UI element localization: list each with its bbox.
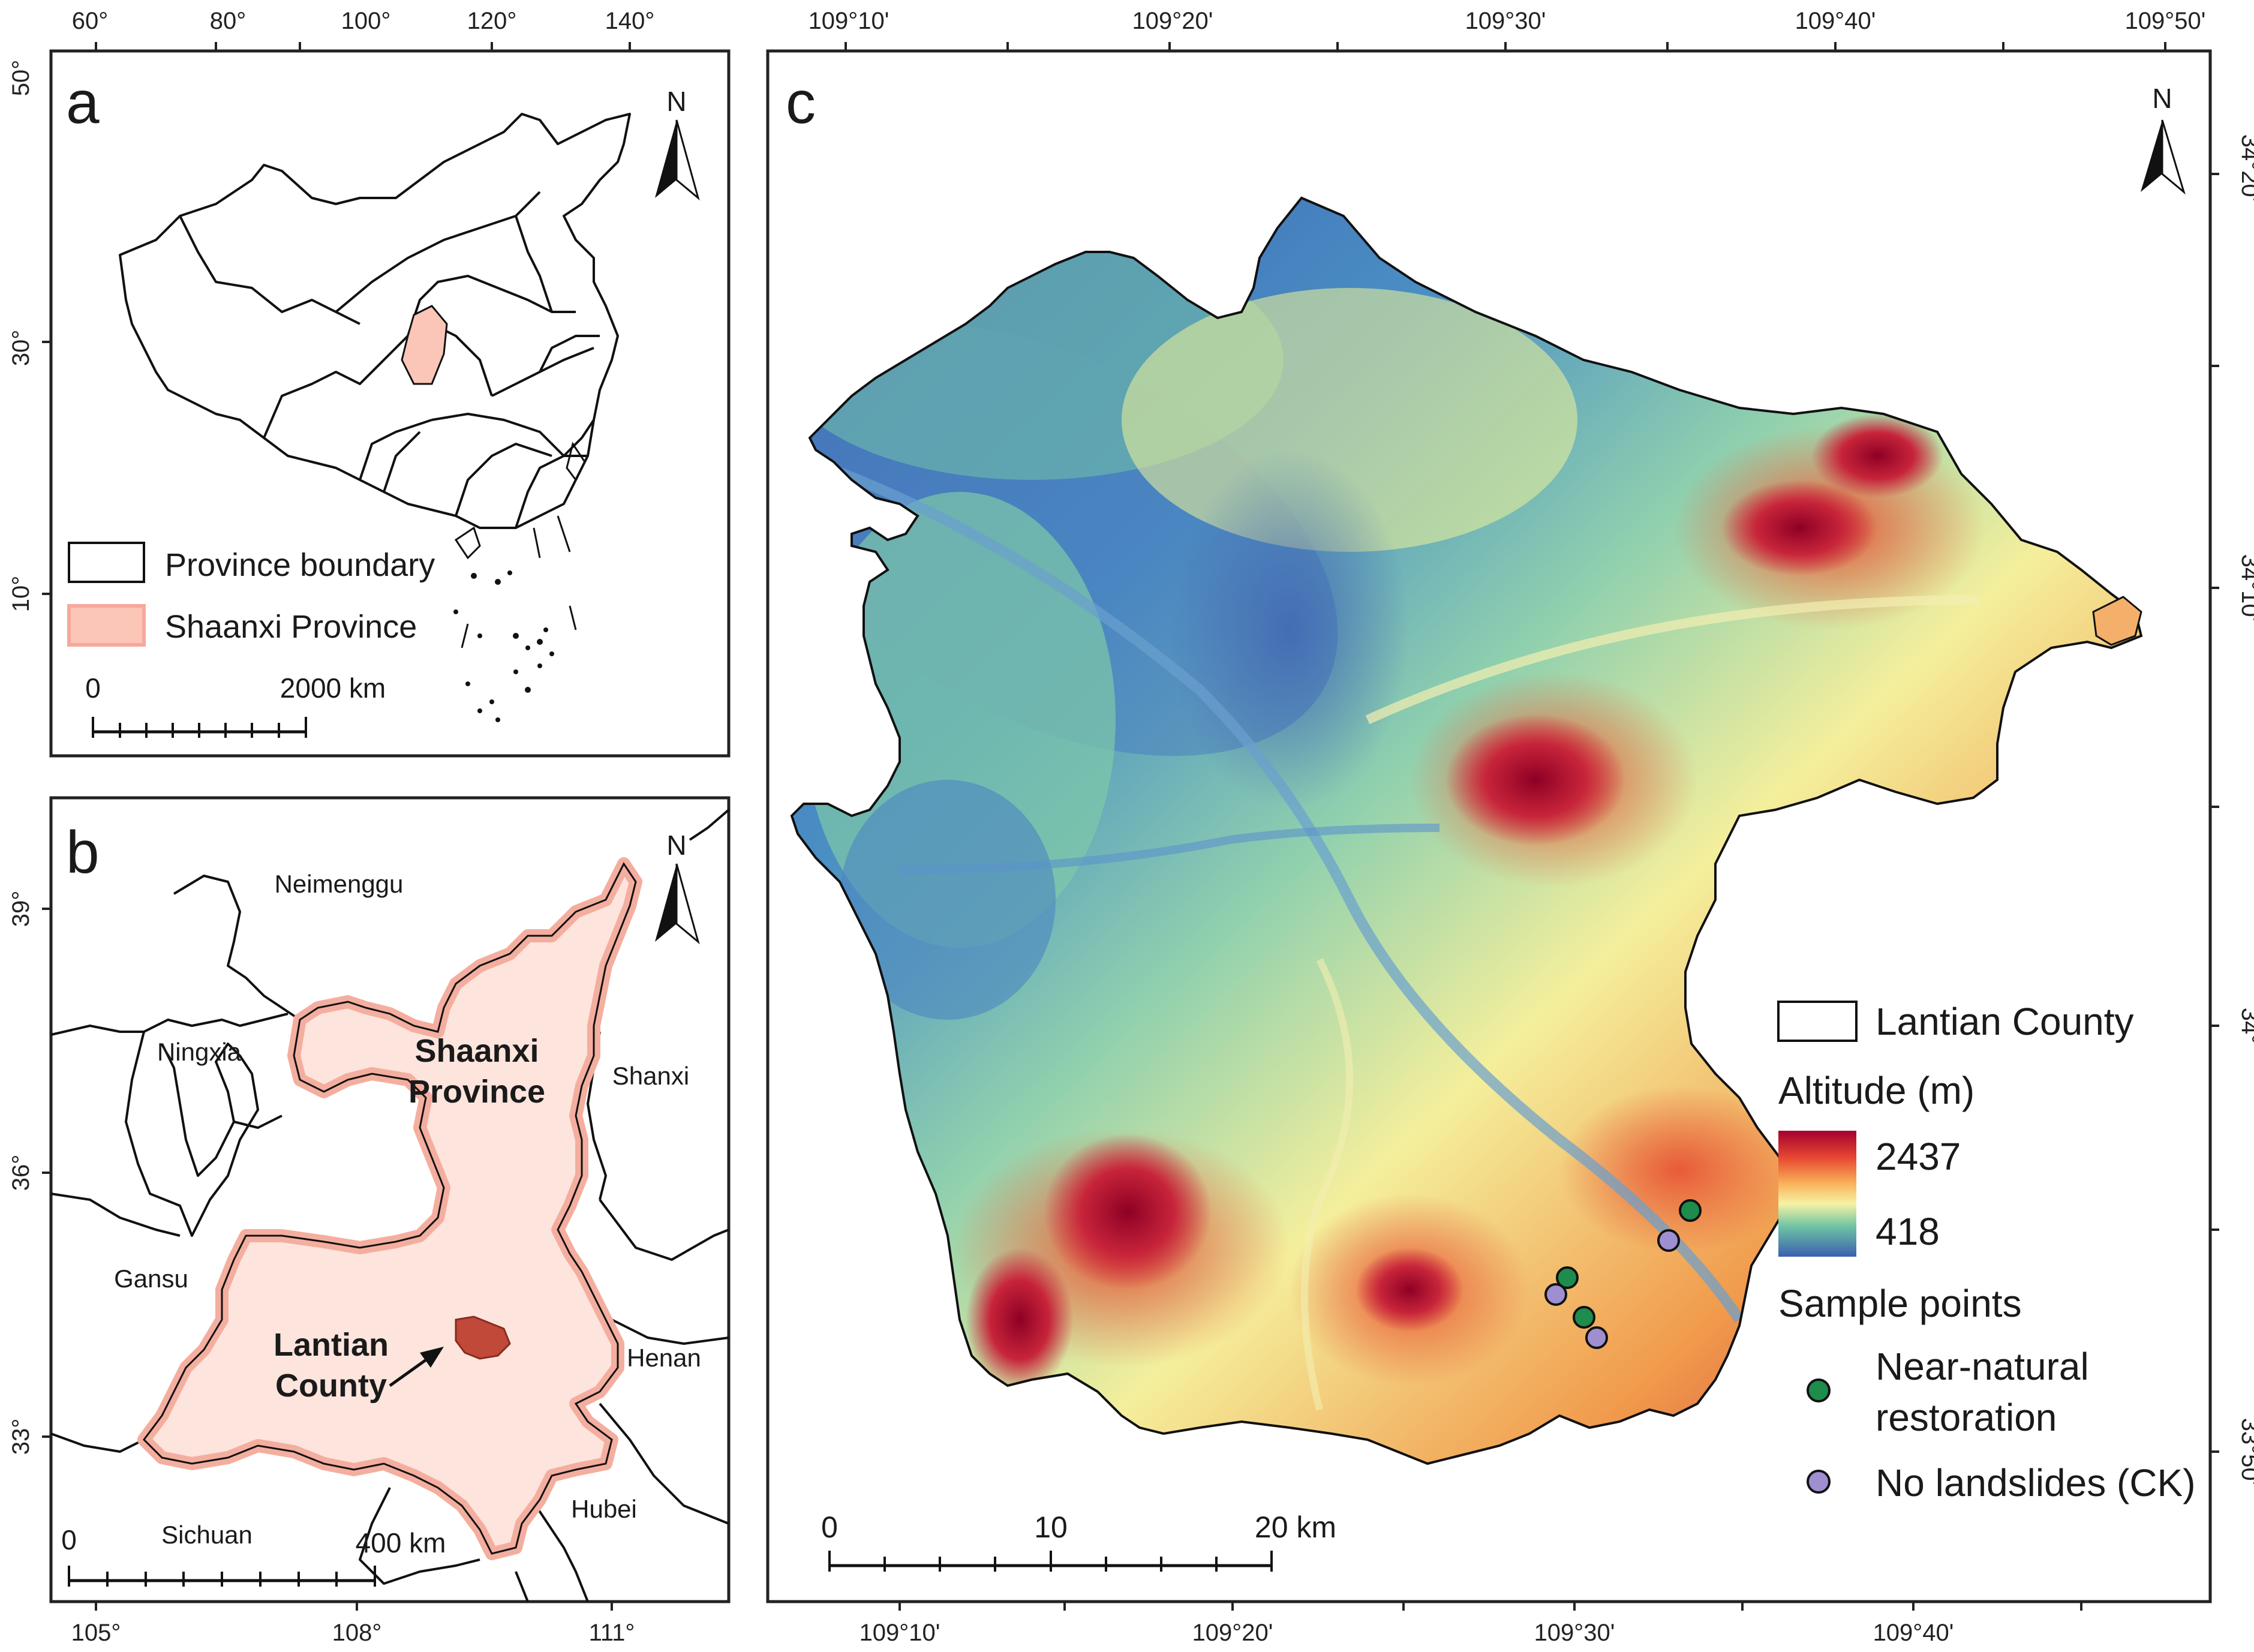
legend-near-natural-1: Near-natural <box>1876 1345 2089 1388</box>
panel-b-left-tick: 36° <box>8 1155 34 1191</box>
panel-b-north-arrow: N <box>655 830 700 945</box>
panel-c-north-arrow: N <box>2141 83 2186 195</box>
panel-b-left-ticks: 39° 36° 33° <box>8 891 51 1455</box>
label-lantian-county-1: Lantian <box>274 1327 389 1363</box>
sample-point-near-natural <box>1679 1199 1702 1222</box>
panel-c-bottom-tick: 109°30' <box>1534 1620 1615 1646</box>
label-ningxia: Ningxia <box>157 1038 242 1066</box>
shaanxi-swatch <box>67 604 146 647</box>
panel-b-labels: Neimenggu Ningxia Shanxi Gansu Henan Sic… <box>114 870 701 1549</box>
panel-a-scale-end: 2000 km <box>280 672 386 704</box>
sample-point-no-landslides <box>1585 1326 1608 1349</box>
legend-lantian-county: Lantian County <box>1876 1000 2134 1043</box>
label-sichuan: Sichuan <box>161 1521 253 1549</box>
panel-a-scalebar: 0 2000 km <box>85 672 386 738</box>
panel-b-north-label: N <box>666 830 686 861</box>
panel-c-letter: c <box>786 69 816 136</box>
label-shaanxi-province-2: Province <box>408 1074 545 1110</box>
panel-b-scalebar: 0 400 km <box>61 1524 446 1587</box>
panel-c-scalebar: 0 10 20 km <box>821 1510 1336 1572</box>
county-swatch <box>1777 1001 1858 1042</box>
panel-b-bottom-ticks: 105° 108° 111° <box>71 1602 635 1646</box>
panel-a-scale-start: 0 <box>85 672 101 704</box>
panel-b-bottom-tick: 105° <box>71 1620 121 1646</box>
panel-c-scale-mid: 10 <box>1034 1510 1068 1544</box>
panel-a-top-tick: 60° <box>72 8 109 34</box>
label-henan: Henan <box>627 1344 701 1372</box>
panel-a-left-tick: 30° <box>8 330 34 367</box>
label-lantian-county-2: County <box>275 1368 387 1404</box>
near-natural-swatch <box>1807 1378 1831 1402</box>
panel-b-bottom-tick: 111° <box>589 1620 635 1646</box>
panel-a-letter: a <box>66 69 100 136</box>
label-neimenggu: Neimenggu <box>275 870 404 898</box>
sample-point-near-natural <box>1573 1306 1595 1329</box>
sample-point-near-natural <box>1556 1266 1579 1289</box>
lantian-arrow <box>389 1347 444 1387</box>
china-province-map <box>119 113 631 722</box>
legend-altitude-min: 418 <box>1876 1210 1940 1253</box>
legend-altitude-title: Altitude (m) <box>1778 1069 1974 1112</box>
panel-a-top-tick: 80° <box>210 8 247 34</box>
label-shaanxi-province-1: Shaanxi <box>414 1033 539 1069</box>
panel-c-right-tick: 34°20' <box>2237 134 2254 202</box>
no-landslides-swatch <box>1807 1470 1831 1494</box>
label-hubei: Hubei <box>571 1495 637 1523</box>
shaanxi-highlight <box>401 305 448 385</box>
panel-c-top-tick: 109°10' <box>809 8 889 34</box>
label-gansu: Gansu <box>114 1264 188 1293</box>
panel-a-top-tick: 140° <box>605 8 655 34</box>
panel-a-frame <box>49 49 731 758</box>
label-shanxi: Shanxi <box>612 1062 689 1090</box>
panel-a-left-ticks: 50° 30° 10° <box>8 60 51 612</box>
altitude-colorbar <box>1778 1131 1856 1257</box>
panel-c-bottom-tick: 109°20' <box>1192 1620 1273 1646</box>
panel-a-top-tick: 120° <box>467 8 517 34</box>
sample-points <box>1544 1199 1702 1349</box>
panel-b-letter: b <box>66 819 100 886</box>
panel-c-bottom-tick: 109°40' <box>1873 1620 1954 1646</box>
panel-c-north-label: N <box>2152 83 2172 114</box>
legend-province-boundary: Province boundary <box>165 547 435 583</box>
sample-point-no-landslides <box>1544 1283 1567 1306</box>
panel-b-bottom-tick: 108° <box>332 1620 382 1646</box>
panel-c-top-tick: 109°40' <box>1795 8 1876 34</box>
panel-c-bottom-tick: 109°10' <box>859 1620 940 1646</box>
panel-c-top-ticks: 109°10' 109°20' 109°30' 109°40' 109°50' <box>809 8 2206 51</box>
panel-c-scale-zero: 0 <box>821 1510 838 1544</box>
panel-a-left-tick: 10° <box>8 576 34 612</box>
panel-a-north-label: N <box>666 86 686 117</box>
legend-near-natural-2: restoration <box>1876 1396 2057 1439</box>
panel-c-right-tick: 34° <box>2237 1008 2254 1044</box>
panel-b-scale-end: 400 km <box>356 1527 446 1558</box>
panel-a-top-tick: 100° <box>341 8 391 34</box>
sample-point-no-landslides <box>1657 1229 1680 1252</box>
panel-a-north-arrow: N <box>655 86 700 201</box>
boundary-swatch <box>68 542 145 583</box>
legend-shaanxi-province: Shaanxi Province <box>165 609 417 645</box>
panel-b-left-tick: 39° <box>8 891 34 927</box>
panel-c-top-tick: 109°50' <box>2125 8 2206 34</box>
lantian-county-highlight <box>455 1315 511 1360</box>
panel-c-bottom-ticks: 109°10' 109°20' 109°30' 109°40' <box>859 1602 2082 1646</box>
panel-b-scale-start: 0 <box>61 1524 77 1555</box>
panel-b-left-tick: 33° <box>8 1419 34 1455</box>
panel-c-right-tick: 33°50' <box>2237 1418 2254 1486</box>
shaanxi-province-shape <box>137 857 642 1560</box>
panel-c-scale-end: 20 km <box>1255 1510 1336 1544</box>
legend-altitude-max: 2437 <box>1876 1135 1961 1178</box>
panel-c-right-ticks: 34°20' 34°10' 34° 33°50' <box>2210 134 2254 1486</box>
panel-c-top-tick: 109°20' <box>1132 8 1213 34</box>
panel-a-legend: Province boundary Shaanxi Province <box>67 542 435 647</box>
legend-no-landslides: No landslides (CK) <box>1876 1461 2196 1504</box>
legend-sample-points-title: Sample points <box>1778 1282 2022 1325</box>
panel-a-top-ticks: 60° 80° 100° 120° 140° <box>72 8 655 51</box>
panel-c-legend: Lantian County Altitude (m) 2437 418 Sam… <box>1777 1000 2196 1504</box>
panel-a-left-tick: 50° <box>8 60 34 97</box>
panel-b-province-lines <box>50 809 730 1602</box>
panel-c-top-tick: 109°30' <box>1465 8 1546 34</box>
panel-c-right-tick: 34°10' <box>2237 554 2254 622</box>
